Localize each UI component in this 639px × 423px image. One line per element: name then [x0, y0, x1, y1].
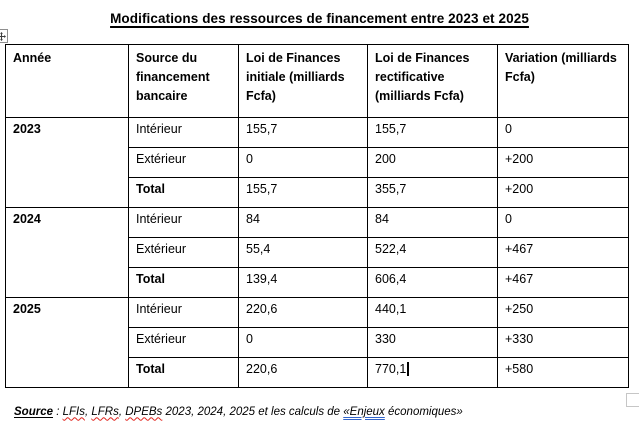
source-cell[interactable]: Intérieur — [128, 117, 239, 148]
table-row: Extérieur 55,4 522,4 +467 — [6, 237, 629, 268]
total-label-cell[interactable]: Total — [128, 267, 239, 298]
year-cell[interactable]: 2023 — [5, 117, 129, 208]
year-cell[interactable]: 2025 — [5, 297, 129, 388]
variation-cell[interactable]: 0 — [497, 207, 629, 238]
misspelled-word: DPEBs — [125, 405, 163, 418]
table-row: Extérieur 0 330 +330 — [6, 327, 629, 358]
total-label-cell[interactable]: Total — [128, 177, 239, 208]
lfi-cell[interactable]: 220,6 — [238, 297, 368, 328]
source-colon: : — [53, 405, 63, 418]
column-header-lfr[interactable]: Loi de Finances rectificative (milliards… — [367, 44, 498, 118]
misspelled-word: LFIs — [62, 405, 85, 418]
finance-table: Année Source du financement bancaire Loi… — [5, 44, 629, 388]
variation-cell[interactable]: +200 — [497, 177, 629, 208]
lfi-cell[interactable]: 155,7 — [238, 177, 368, 208]
four-way-arrow-icon — [0, 31, 6, 41]
lfr-cell[interactable]: 522,4 — [367, 237, 498, 268]
text-cursor — [407, 362, 409, 376]
lfr-cell[interactable]: 606,4 — [367, 267, 498, 298]
variation-cell[interactable]: +250 — [497, 297, 629, 328]
lfi-cell[interactable]: 155,7 — [238, 117, 368, 148]
variation-cell[interactable]: 0 — [497, 117, 629, 148]
misspelled-word: LFRs — [91, 405, 119, 418]
variation-cell[interactable]: +467 — [497, 237, 629, 268]
lfr-cell[interactable]: 440,1 — [367, 297, 498, 328]
column-header-source[interactable]: Source du financement bancaire — [128, 44, 239, 118]
lfr-value: 770,1 — [375, 362, 407, 376]
lfi-cell[interactable]: 55,4 — [238, 237, 368, 268]
lfi-cell[interactable]: 84 — [238, 207, 368, 238]
variation-cell[interactable]: +200 — [497, 147, 629, 178]
table-row: Total 155,7 355,7 +200 — [6, 177, 629, 208]
source-cell[interactable]: Extérieur — [128, 147, 239, 178]
table-row: 2024 Intérieur 84 84 0 — [5, 207, 629, 298]
variation-cell[interactable]: +580 — [497, 357, 629, 388]
source-cell[interactable]: Extérieur — [128, 237, 239, 268]
column-header-variation[interactable]: Variation (milliards Fcfa) — [497, 44, 629, 118]
lfr-cell[interactable]: 770,1 — [367, 357, 498, 388]
lfi-cell[interactable]: 0 — [238, 327, 368, 358]
lfi-cell[interactable]: 0 — [238, 147, 368, 178]
header-row: Année Source du financement bancaire Loi… — [5, 44, 629, 118]
table-row: 2025 Intérieur 220,6 440,1 +250 — [5, 297, 629, 388]
lfr-cell[interactable]: 355,7 — [367, 177, 498, 208]
table-row: 2023 Intérieur 155,7 155,7 0 — [5, 117, 629, 208]
table-resize-handle[interactable] — [626, 393, 639, 407]
source-text-tail: économiques» — [384, 405, 463, 418]
separator-text: , — [84, 405, 92, 418]
table-move-handle[interactable] — [0, 29, 8, 43]
year-cell[interactable]: 2024 — [5, 207, 129, 298]
total-label-cell[interactable]: Total — [128, 357, 239, 388]
source-cell[interactable]: Intérieur — [128, 297, 239, 328]
lfr-cell[interactable]: 200 — [367, 147, 498, 178]
lfr-cell[interactable]: 155,7 — [367, 117, 498, 148]
source-label: Source — [14, 405, 53, 418]
source-cell[interactable]: Extérieur — [128, 327, 239, 358]
variation-cell[interactable]: +467 — [497, 267, 629, 298]
table-title: Modifications des ressources de financem… — [110, 11, 529, 26]
lfi-cell[interactable]: 220,6 — [238, 357, 368, 388]
lfi-cell[interactable]: 139,4 — [238, 267, 368, 298]
source-note[interactable]: Source : LFIs, LFRs, DPEBs 2023, 2024, 2… — [14, 406, 624, 418]
table-row: Total 220,6 770,1 +580 — [6, 357, 629, 388]
lfr-cell[interactable]: 330 — [367, 327, 498, 358]
separator-text: , — [118, 405, 126, 418]
lfr-cell[interactable]: 84 — [367, 207, 498, 238]
column-header-annee[interactable]: Année — [5, 44, 129, 118]
source-text: 2023, 2024, 2025 et les calculs de — [162, 405, 344, 418]
source-cell[interactable]: Intérieur — [128, 207, 239, 238]
variation-cell[interactable]: +330 — [497, 327, 629, 358]
column-header-lfi[interactable]: Loi de Finances initiale (milliards Fcfa… — [238, 44, 368, 118]
grammar-flagged-word: «Enjeux — [343, 405, 385, 418]
